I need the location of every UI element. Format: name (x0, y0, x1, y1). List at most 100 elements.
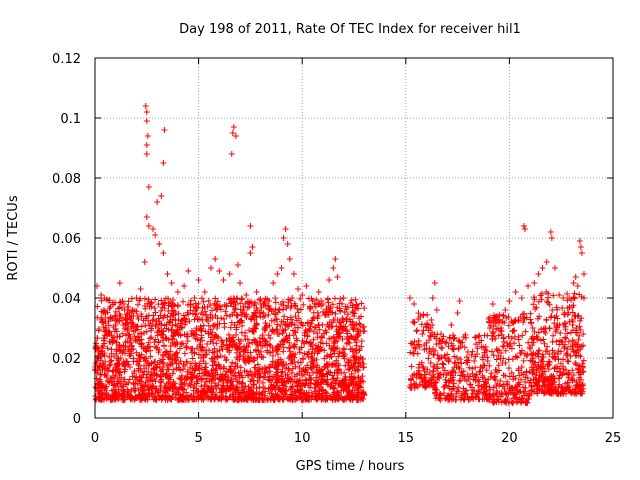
data-point (355, 332, 362, 339)
data-point (93, 340, 100, 347)
data-point (353, 346, 360, 353)
data-point (326, 335, 333, 342)
data-point (511, 395, 518, 402)
data-point (285, 299, 292, 306)
data-point (327, 351, 334, 358)
data-point (433, 392, 440, 399)
data-point (120, 388, 127, 395)
data-point (307, 364, 314, 371)
data-point (101, 332, 108, 339)
data-point (218, 315, 225, 322)
data-point (264, 341, 271, 348)
data-point (130, 312, 137, 319)
data-point (144, 371, 151, 378)
data-point (256, 370, 263, 377)
data-point (176, 345, 183, 352)
data-point (510, 376, 517, 383)
data-point (209, 329, 216, 336)
data-point (577, 371, 584, 378)
data-point (229, 130, 236, 136)
data-point (311, 301, 318, 308)
y-tick-label: 0.08 (52, 172, 81, 187)
data-point (212, 256, 219, 262)
data-point (138, 323, 145, 330)
data-point (279, 385, 286, 392)
data-point (182, 319, 189, 326)
data-point (125, 361, 132, 368)
data-point (488, 348, 495, 355)
data-point (335, 326, 342, 333)
data-point (230, 124, 237, 130)
data-point (227, 324, 234, 331)
data-point (463, 387, 470, 394)
data-point (196, 362, 203, 369)
data-point (310, 328, 317, 335)
data-point (270, 348, 277, 355)
data-point (418, 375, 425, 382)
data-point (297, 306, 304, 313)
data-point (198, 394, 205, 401)
data-point (512, 384, 519, 391)
data-point (574, 283, 581, 289)
data-point (493, 313, 500, 319)
data-point (433, 379, 440, 386)
data-point (360, 364, 367, 371)
data-point (251, 302, 258, 309)
data-point (274, 392, 281, 399)
data-point (101, 352, 108, 359)
data-point (175, 364, 182, 371)
data-point (524, 351, 531, 358)
data-point (545, 299, 552, 306)
data-point (99, 318, 106, 325)
data-point (481, 362, 488, 369)
data-point (578, 250, 585, 256)
data-point (259, 379, 266, 386)
data-point (161, 343, 168, 350)
data-point (460, 373, 467, 380)
data-point (242, 353, 249, 360)
data-point (216, 320, 223, 327)
data-point (413, 328, 420, 335)
data-point (155, 301, 162, 308)
data-point (121, 363, 128, 370)
data-point (537, 364, 544, 371)
data-points (92, 103, 587, 406)
data-point (144, 133, 151, 139)
data-point (247, 349, 254, 356)
data-point (315, 379, 322, 386)
data-point (142, 322, 149, 329)
data-point (158, 307, 165, 314)
data-point (486, 324, 493, 331)
data-point (246, 340, 253, 347)
data-point (576, 291, 583, 298)
data-point (280, 348, 287, 355)
data-point (116, 361, 123, 368)
data-point (261, 370, 268, 377)
data-point (289, 383, 296, 390)
data-point (268, 383, 275, 390)
data-point (234, 295, 241, 302)
data-point (445, 358, 452, 365)
data-point (348, 297, 355, 304)
data-point (489, 301, 496, 307)
data-point (433, 363, 440, 370)
data-point (249, 371, 256, 378)
data-point (115, 368, 122, 375)
data-point (442, 382, 449, 389)
data-point (173, 390, 180, 397)
data-point (205, 297, 212, 304)
y-tick-label: 0 (73, 412, 81, 427)
data-point (547, 229, 554, 235)
data-point (573, 349, 580, 356)
data-point (158, 297, 165, 304)
data-point (229, 343, 236, 350)
data-point (332, 256, 339, 262)
data-point (205, 318, 212, 325)
data-point (317, 339, 324, 346)
data-point (181, 316, 188, 323)
data-point (452, 370, 459, 377)
data-point (113, 351, 120, 358)
data-point (543, 259, 550, 265)
data-point (569, 367, 576, 374)
data-point (337, 295, 344, 302)
